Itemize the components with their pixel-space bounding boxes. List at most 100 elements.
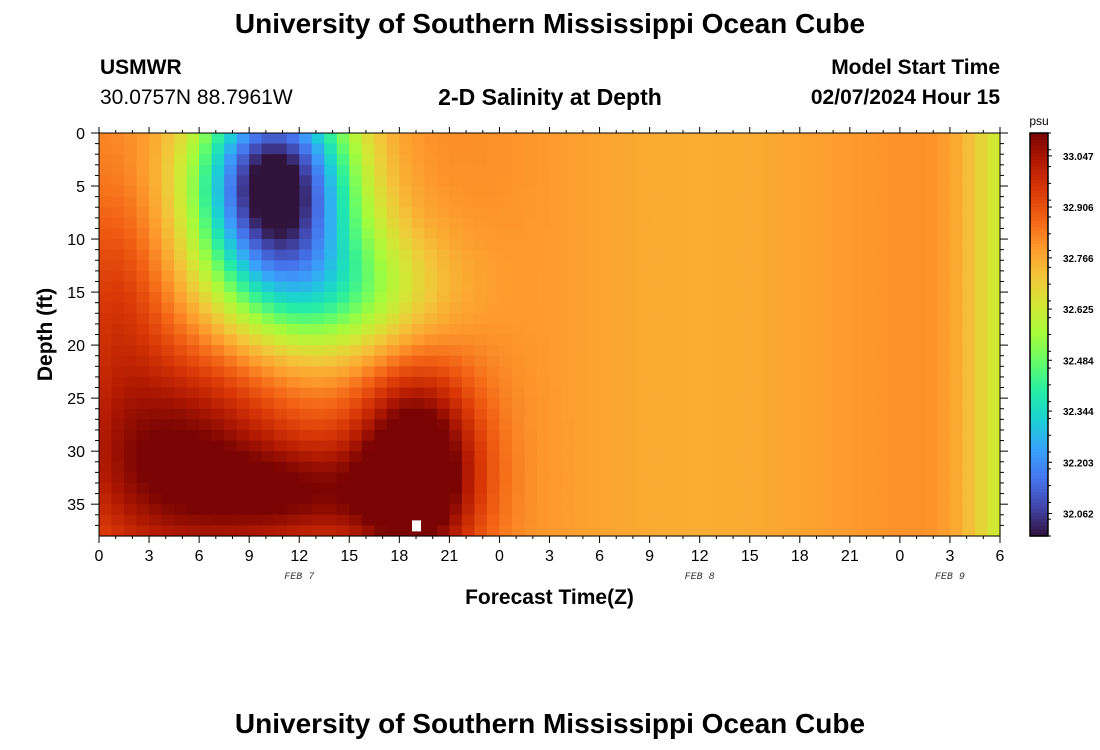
heatmap-cell	[562, 525, 576, 537]
heatmap-cell	[937, 154, 951, 166]
heatmap-cell	[136, 196, 150, 208]
heatmap-cell	[299, 440, 313, 452]
heatmap-cell	[974, 334, 989, 346]
heatmap-cell	[199, 376, 213, 389]
heatmap-cell	[424, 260, 438, 272]
heatmap-cell	[399, 366, 413, 378]
heatmap-cell	[599, 270, 613, 283]
heatmap-cell	[386, 366, 400, 378]
heatmap-cell	[774, 260, 788, 272]
heatmap-cell	[812, 408, 826, 420]
colorbar-segment	[1030, 455, 1048, 460]
heatmap-cell	[174, 461, 188, 473]
heatmap-cell	[349, 493, 363, 505]
heatmap-cell	[261, 281, 275, 293]
heatmap-cell	[724, 207, 738, 219]
x-tick-label: 3	[545, 548, 554, 565]
heatmap-cell	[624, 186, 638, 198]
heatmap-cell	[199, 366, 213, 378]
heatmap-cell	[199, 323, 213, 336]
heatmap-cell	[912, 461, 926, 473]
heatmap-cell	[436, 217, 450, 230]
heatmap-cell	[737, 133, 751, 145]
heatmap-cell	[461, 355, 476, 367]
heatmap-cell	[774, 398, 788, 410]
heatmap-cell	[199, 164, 213, 177]
colorbar-segment	[1030, 378, 1048, 383]
heatmap-cell	[749, 164, 763, 177]
heatmap-cell	[499, 472, 513, 484]
heatmap-cell	[499, 196, 513, 208]
heatmap-cell	[361, 398, 375, 410]
heatmap-cell	[762, 472, 776, 484]
heatmap-cell	[149, 260, 163, 272]
heatmap-cell	[912, 207, 926, 219]
heatmap-cell	[874, 270, 888, 283]
heatmap-cell	[499, 313, 513, 325]
heatmap-cell	[937, 196, 951, 208]
heatmap-cell	[962, 249, 976, 261]
heatmap-cell	[724, 228, 738, 240]
heatmap-cell	[687, 302, 701, 314]
heatmap-cell	[624, 323, 638, 336]
colorbar-tick-label: 32.766	[1063, 254, 1094, 265]
heatmap-cell	[887, 249, 901, 261]
heatmap-cell	[199, 143, 213, 155]
heatmap-cell	[161, 345, 175, 357]
heatmap-cell	[136, 228, 150, 240]
heatmap-cell	[987, 143, 1001, 155]
heatmap-cell	[787, 175, 801, 187]
heatmap-cell	[762, 440, 776, 452]
heatmap-cell	[386, 323, 400, 336]
heatmap-cell	[536, 398, 551, 410]
heatmap-cell	[449, 270, 463, 283]
heatmap-cell	[174, 525, 188, 537]
heatmap-cell	[624, 345, 638, 357]
heatmap-cell	[799, 228, 813, 240]
heatmap-cell	[912, 217, 926, 230]
heatmap-cell	[974, 207, 989, 219]
heatmap-cell	[762, 143, 776, 155]
heatmap-cell	[274, 196, 288, 208]
heatmap-cell	[612, 154, 626, 166]
heatmap-cell	[374, 429, 388, 442]
heatmap-cell	[211, 302, 225, 314]
heatmap-cell	[962, 260, 976, 272]
heatmap-cell	[449, 472, 463, 484]
heatmap-cell	[699, 270, 713, 283]
heatmap-cell	[649, 228, 663, 240]
heatmap-cell	[837, 260, 851, 272]
heatmap-cell	[511, 440, 526, 452]
heatmap-cell	[486, 164, 501, 177]
heatmap-cell	[849, 525, 863, 537]
heatmap-cell	[399, 302, 413, 314]
heatmap-cell	[511, 313, 526, 325]
heatmap-cell	[949, 164, 964, 177]
heatmap-cell	[486, 133, 501, 145]
heatmap-cell	[837, 472, 851, 484]
heatmap-cell	[549, 440, 563, 452]
heatmap-cell	[149, 345, 163, 357]
x-tick-label: 0	[895, 548, 904, 565]
heatmap-cell	[99, 133, 113, 145]
heatmap-cell	[912, 334, 926, 346]
heatmap-cell	[124, 408, 138, 420]
heatmap-cell	[286, 366, 300, 378]
heatmap-cell	[637, 482, 651, 495]
heatmap-cell	[562, 482, 576, 495]
heatmap-cell	[737, 451, 751, 463]
heatmap-cell	[524, 270, 538, 283]
heatmap-cell	[712, 281, 726, 293]
heatmap-cell	[949, 260, 964, 272]
heatmap-cell	[574, 207, 588, 219]
heatmap-cell	[411, 472, 425, 484]
heatmap-cell	[299, 461, 313, 473]
heatmap-cell	[111, 461, 125, 473]
heatmap-cell	[374, 451, 388, 463]
heatmap-cell	[99, 514, 113, 526]
heatmap-cell	[336, 175, 350, 187]
heatmap-cell	[211, 525, 225, 537]
heatmap-cell	[874, 419, 888, 431]
heatmap-cell	[211, 196, 225, 208]
heatmap-cell	[724, 461, 738, 473]
